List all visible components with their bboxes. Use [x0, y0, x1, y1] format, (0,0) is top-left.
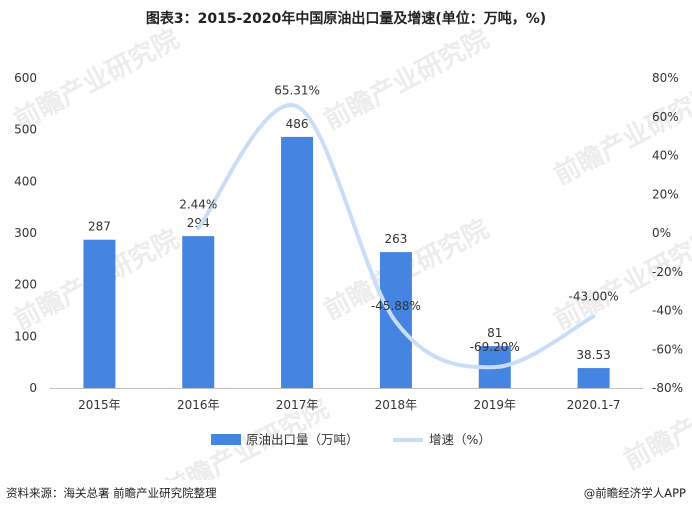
- right-axis-tick: -20%: [652, 265, 683, 279]
- left-axis-tick: 200: [14, 278, 37, 292]
- legend-label-line: 增速（%）: [429, 432, 491, 447]
- legend: 原油出口量（万吨） 增速（%）: [211, 432, 491, 447]
- bar: [182, 236, 215, 388]
- right-axis-tick: 40%: [652, 149, 679, 163]
- right-axis-tick: 80%: [652, 71, 679, 85]
- x-axis-tick: 2020.1-7: [567, 398, 621, 412]
- x-axis-tick: 2018年: [375, 398, 418, 412]
- growth-data-label: -43.00%: [569, 289, 619, 303]
- footer: 资料来源：海关总署 前瞻产业研究院整理 @前瞻经济学人APP: [6, 485, 686, 503]
- x-axis-tick: 2016年: [177, 398, 220, 412]
- bar: [577, 368, 610, 388]
- legend-label-bar: 原油出口量（万吨）: [246, 432, 359, 447]
- source-note: 资料来源：海关总署 前瞻产业研究院整理: [6, 486, 217, 500]
- x-axis-tick: 2017年: [276, 398, 319, 412]
- left-axis-tick: 500: [14, 123, 37, 137]
- x-axis-tick: 2015年: [78, 398, 121, 412]
- right-axis-tick: -60%: [652, 342, 683, 356]
- bar-data-label: 287: [88, 220, 111, 234]
- growth-data-label: -69.20%: [470, 340, 520, 354]
- right-axis-tick: -40%: [652, 304, 683, 318]
- bar-data-label: 486: [286, 117, 309, 131]
- growth-data-label: 2.44%: [179, 197, 217, 211]
- left-axis-tick: 100: [14, 329, 37, 343]
- left-axis-tick: 300: [14, 226, 37, 240]
- left-axis-tick: 400: [14, 174, 37, 188]
- right-axis-tick: 0%: [652, 226, 671, 240]
- left-axis-tick: 600: [14, 71, 37, 85]
- growth-line: [196, 103, 596, 370]
- bar: [281, 136, 314, 388]
- growth-data-label: 65.31%: [274, 83, 320, 97]
- bar-data-label: 263: [384, 232, 407, 246]
- line-series: 2.44% 65.31% -45.88% -69.20% -43.00%: [179, 83, 619, 370]
- legend-swatch-bar: [211, 434, 241, 445]
- growth-data-label: -45.88%: [371, 299, 421, 313]
- bar-data-label: 38.53: [576, 348, 610, 362]
- right-axis-tick: -80%: [652, 381, 683, 395]
- chart-title: 图表3：2015-2020年中国原油出口量及增速(单位：万吨，%): [145, 11, 547, 27]
- right-axis-tick: 60%: [652, 110, 679, 124]
- bar-data-label: 81: [487, 326, 502, 340]
- right-axis-tick: 20%: [652, 187, 679, 201]
- watermark-text: 前瞻产业研究院: [549, 78, 692, 191]
- left-axis: 0 100 200 300 400 500 600: [14, 71, 37, 395]
- right-axis: -80% -60% -40% -20% 0% 20% 40% 60% 80%: [652, 71, 683, 395]
- watermark-text: 前瞻产业研究院: [319, 23, 494, 136]
- x-axis-tick: 2019年: [473, 398, 516, 412]
- left-axis-tick: 0: [29, 381, 37, 395]
- credit-note: @前瞻经济学人APP: [583, 486, 686, 500]
- bar: [83, 239, 116, 388]
- watermark-text: 前瞻产业研究院: [549, 223, 692, 336]
- x-axis: 2015年 2016年 2017年 2018年 2019年 2020.1-7: [50, 388, 643, 412]
